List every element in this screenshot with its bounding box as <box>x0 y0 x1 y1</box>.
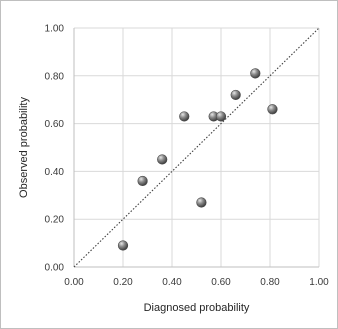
y-tick-label: 0.20 <box>45 215 65 226</box>
data-point <box>179 111 190 122</box>
y-axis-title: Observed probability <box>18 97 30 198</box>
data-point <box>196 197 207 208</box>
y-tick-label: 0.80 <box>45 71 65 82</box>
data-point <box>250 68 261 79</box>
reference-line-group <box>73 27 320 268</box>
data-point <box>215 111 227 122</box>
data-point <box>157 154 168 165</box>
reference-line <box>73 27 320 268</box>
y-tick-label: 1.00 <box>45 24 65 35</box>
tick-labels: 0.00 0.20 0.40 0.60 0.80 1.00 0.00 0.20 0.40 0.60… <box>45 24 330 289</box>
x-tick-label: 0.40 <box>162 277 182 288</box>
x-tick-label: 1.00 <box>309 277 329 288</box>
data-point <box>137 175 148 187</box>
x-tick-label: 0.80 <box>260 277 280 288</box>
x-tick-label: 0.60 <box>211 277 231 288</box>
data-point <box>230 89 241 101</box>
data-point <box>267 104 278 115</box>
y-tick-label: 0.40 <box>45 167 65 178</box>
x-tick-label: 0.20 <box>113 277 133 288</box>
gridlines <box>74 27 320 267</box>
y-tick-label: 0.60 <box>45 119 65 130</box>
y-tick-label: 0.00 <box>45 263 65 274</box>
axes <box>73 28 319 268</box>
x-axis-title: Diagnosed probability <box>144 302 250 314</box>
data-point <box>117 240 129 251</box>
data-points <box>117 68 278 251</box>
x-tick-label: 0.00 <box>64 277 84 288</box>
